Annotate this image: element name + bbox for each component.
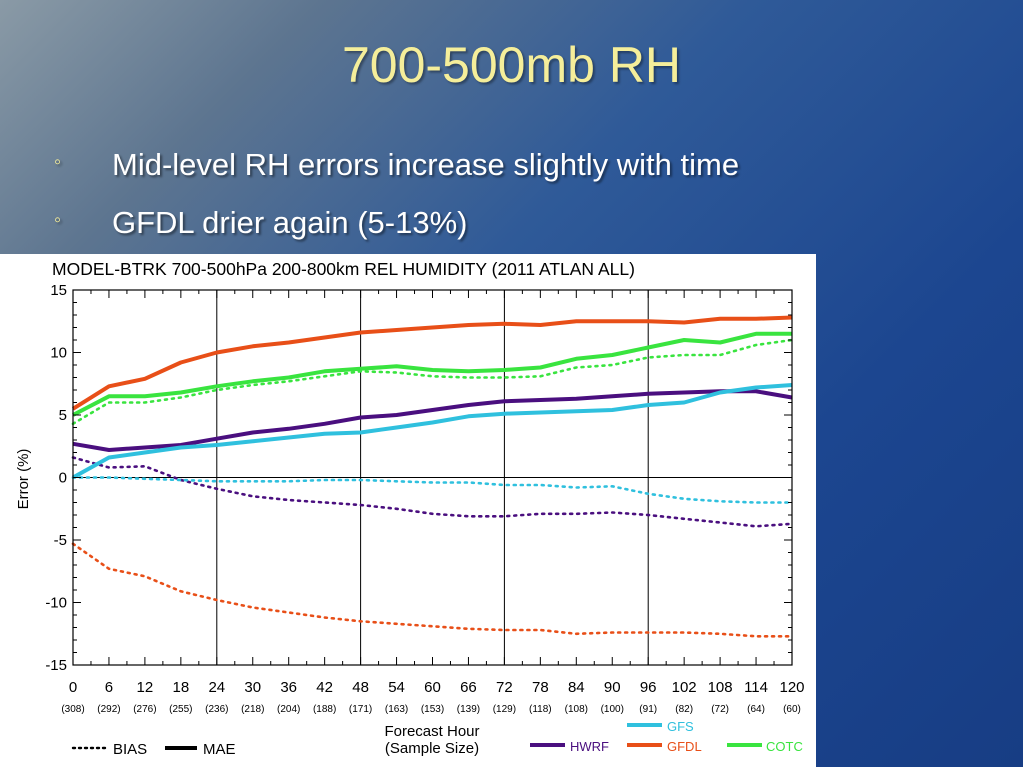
x-tick-label: 42 <box>316 679 333 696</box>
sample-size-label: (118) <box>529 704 552 715</box>
x-axis-sublabel: (Sample Size) <box>385 740 479 757</box>
x-tick-label: 24 <box>208 679 225 696</box>
sample-size-label: (292) <box>97 704 120 715</box>
x-tick-label: 54 <box>388 679 405 696</box>
x-tick-label: 78 <box>532 679 549 696</box>
x-tick-label: 114 <box>744 679 768 696</box>
sample-size-label: (236) <box>205 704 228 715</box>
y-tick-label: 0 <box>59 470 67 487</box>
y-tick-label: 5 <box>59 407 67 424</box>
sample-size-label: (60) <box>783 704 801 715</box>
series-bias-line-cotc <box>71 338 794 426</box>
chart-panel: MODEL-BTRK 700-500hPa 200-800km REL HUMI… <box>0 254 816 767</box>
x-tick-label: 96 <box>640 679 657 696</box>
legend-bias-label: BIAS <box>113 741 147 758</box>
legend-label-gfs: GFS <box>667 719 694 734</box>
bullet-marker-icon: ◦ <box>54 151 62 173</box>
legend-label-cotc: COTC <box>766 739 803 754</box>
series-mae-line-cotc <box>72 331 792 417</box>
sample-size-label: (139) <box>457 704 480 715</box>
sample-size-label: (153) <box>421 704 444 715</box>
x-tick-label: 36 <box>280 679 297 696</box>
y-tick-label: 15 <box>50 282 67 299</box>
series-mae-line-gfdl <box>71 315 793 411</box>
legend-mae-label: MAE <box>203 741 236 758</box>
sample-size-label: (308) <box>61 704 84 715</box>
error-chart: MODEL-BTRK 700-500hPa 200-800km REL HUMI… <box>15 259 805 758</box>
sample-size-label: (82) <box>675 704 693 715</box>
sample-size-label: (188) <box>313 704 336 715</box>
sample-size-label: (255) <box>169 704 192 715</box>
sample-size-label: (129) <box>493 704 516 715</box>
y-tick-label: -15 <box>45 657 67 674</box>
legend-label-gfdl: GFDL <box>667 739 702 754</box>
sample-size-label: (171) <box>349 704 372 715</box>
y-tick-label: 10 <box>50 345 67 362</box>
x-tick-label: 30 <box>244 679 261 696</box>
sample-size-label: (72) <box>711 704 729 715</box>
x-axis-label: Forecast Hour <box>384 723 479 740</box>
x-tick-label: 72 <box>496 679 513 696</box>
sample-size-label: (218) <box>241 704 264 715</box>
series-bias-line-hwrf <box>71 456 794 528</box>
x-tick-label: 6 <box>105 679 113 696</box>
y-axis-label: Error (%) <box>15 449 32 510</box>
bullet-text: Mid-level RH errors increase slightly wi… <box>112 147 740 182</box>
x-tick-label: 120 <box>779 679 804 696</box>
bullet-text: GFDL drier again (5-13%) <box>112 205 468 240</box>
x-tick-label: 12 <box>137 679 154 696</box>
legend-label-hwrf: HWRF <box>570 739 609 754</box>
sample-size-label: (100) <box>601 704 624 715</box>
x-tick-label: 84 <box>568 679 585 696</box>
bullet-marker-icon: ◦ <box>54 209 62 231</box>
series-bias-line-gfs <box>71 476 794 504</box>
sample-size-label: (108) <box>565 704 588 715</box>
sample-size-label: (64) <box>747 704 765 715</box>
x-tick-label: 0 <box>69 679 77 696</box>
x-tick-label: 108 <box>708 679 733 696</box>
chart-title: MODEL-BTRK 700-500hPa 200-800km REL HUMI… <box>52 259 635 279</box>
y-tick-label: -10 <box>45 595 67 612</box>
x-tick-label: 102 <box>672 679 697 696</box>
x-tick-label: 90 <box>604 679 621 696</box>
series-mae-line-gfs <box>72 383 793 480</box>
sample-size-label: (91) <box>639 704 657 715</box>
sample-size-label: (276) <box>133 704 156 715</box>
x-tick-label: 48 <box>352 679 369 696</box>
slide-title: 700-500mb RH <box>341 37 682 93</box>
x-tick-label: 60 <box>424 679 441 696</box>
series-mae-line-hwrf <box>72 389 793 452</box>
sample-size-label: (204) <box>277 704 300 715</box>
y-tick-label: -5 <box>54 532 67 549</box>
series-bias-line-gfdl <box>71 542 794 638</box>
x-tick-label: 66 <box>460 679 477 696</box>
sample-size-label: (163) <box>385 704 408 715</box>
x-tick-label: 18 <box>173 679 190 696</box>
